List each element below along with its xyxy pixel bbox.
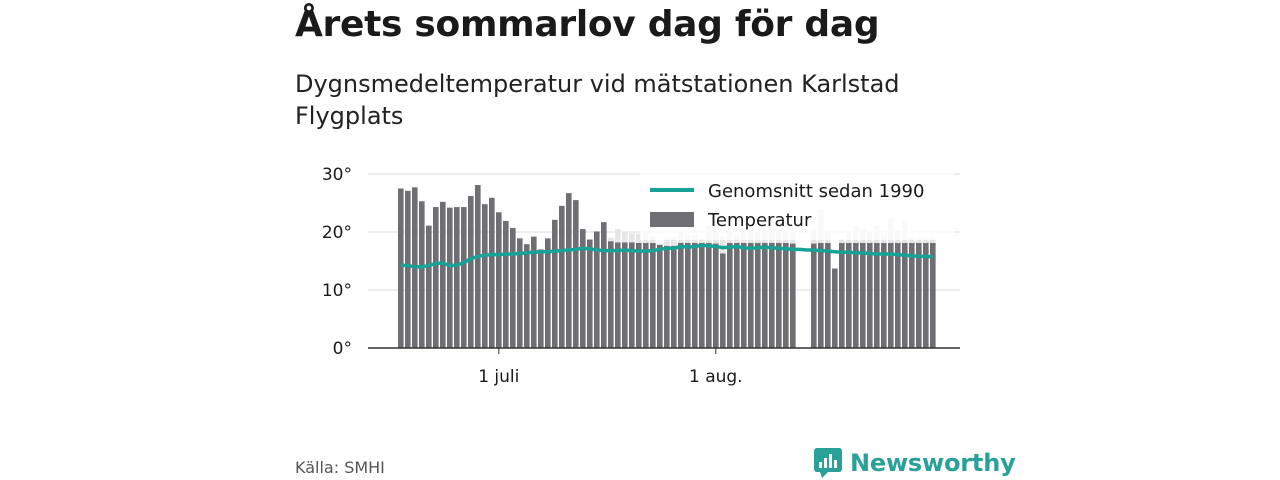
temperature-bar xyxy=(510,227,516,348)
temperature-bar xyxy=(517,238,523,348)
temperature-bar xyxy=(881,243,887,348)
temperature-bar xyxy=(587,239,593,348)
y-tick-label: 0° xyxy=(333,339,352,359)
temperature-bar xyxy=(888,243,894,348)
temperature-bar xyxy=(839,243,845,348)
temperature-bar xyxy=(874,243,880,348)
x-tick-label: 1 juli xyxy=(478,367,519,387)
temperature-bar xyxy=(440,201,446,348)
temperature-bar xyxy=(664,245,670,348)
temperature-bar xyxy=(832,268,838,348)
temperature-bar xyxy=(734,243,740,348)
temperature-bar xyxy=(629,242,635,348)
temperature-bar xyxy=(748,243,754,348)
y-tick-label: 10° xyxy=(322,281,352,301)
temperature-bar xyxy=(426,225,432,348)
temperature-bar xyxy=(853,243,859,348)
temperature-bar xyxy=(657,244,663,348)
temperature-bar xyxy=(811,243,817,348)
legend-bar-swatch xyxy=(650,212,694,227)
temperature-bar xyxy=(650,243,656,348)
temperature-bar xyxy=(489,197,495,348)
temperature-bar xyxy=(909,243,915,348)
temperature-bar xyxy=(762,243,768,348)
temperature-bar xyxy=(503,220,509,348)
temperature-bar xyxy=(699,243,705,348)
temperature-bar xyxy=(825,243,831,348)
legend: Genomsnitt sedan 1990 Temperatur xyxy=(640,172,954,240)
brand-logo: Newsworthy xyxy=(814,446,1016,480)
temperature-bar xyxy=(741,243,747,348)
bars xyxy=(398,185,936,348)
temperature-bar xyxy=(461,207,467,348)
temperature-bar xyxy=(559,205,565,348)
temperature-bar xyxy=(769,243,775,348)
temperature-bar xyxy=(524,244,530,348)
temperature-bar xyxy=(447,207,453,348)
temperature-bar xyxy=(755,243,761,348)
temperature-bar xyxy=(860,243,866,348)
brand-name: Newsworthy xyxy=(850,449,1016,477)
temperature-bar xyxy=(671,245,677,348)
temperature-bar xyxy=(727,243,733,348)
legend-background xyxy=(640,172,954,240)
temperature-bar xyxy=(496,212,502,348)
temperature-bar xyxy=(419,201,425,348)
temperature-bar xyxy=(615,242,621,348)
temperature-bar xyxy=(566,193,572,348)
temperature-bar xyxy=(916,243,922,348)
temperature-bar xyxy=(573,200,579,348)
temperature-bar xyxy=(720,253,726,348)
temperature-bar xyxy=(398,188,404,348)
temperature-bar xyxy=(923,243,929,348)
y-tick-label: 20° xyxy=(322,223,352,243)
temperature-bar xyxy=(902,243,908,348)
temperature-bar xyxy=(713,243,719,348)
temperature-bar xyxy=(622,242,628,348)
temperature-bar xyxy=(475,185,481,348)
temperature-bar xyxy=(482,204,488,348)
temperature-bar xyxy=(930,243,936,348)
temperature-bar xyxy=(405,190,411,348)
chart-title: Årets sommarlov dag för dag xyxy=(295,4,880,45)
newsworthy-logo-icon xyxy=(814,448,842,478)
legend-label-temperature: Temperatur xyxy=(707,210,812,231)
temperature-bar xyxy=(468,196,474,348)
temperature-bar xyxy=(678,243,684,348)
axes: 0° 10° 20° 30° 1 juli 1 aug. xyxy=(322,165,960,387)
temperature-bar xyxy=(601,222,607,348)
temperature-bar xyxy=(776,243,782,348)
x-tick-label: 1 aug. xyxy=(689,367,743,387)
temperature-bar xyxy=(580,229,586,348)
temperature-bar xyxy=(790,243,796,348)
temperature-bar xyxy=(433,207,439,348)
temperature-bar xyxy=(692,243,698,348)
temperature-bar xyxy=(706,243,712,348)
y-tick-label: 30° xyxy=(322,165,352,185)
average-series-line xyxy=(400,243,933,269)
temperature-bar xyxy=(545,238,551,348)
source-note: Källa: SMHI xyxy=(295,458,385,477)
chart-subtitle: Dygnsmedeltemperatur vid mätstationen Ka… xyxy=(295,70,900,130)
temperature-bar xyxy=(685,243,691,348)
temperature-bar xyxy=(594,231,600,348)
temperature-bar xyxy=(608,241,614,348)
temperature-bar xyxy=(818,243,824,348)
temperature-bar xyxy=(643,243,649,348)
temperature-bar xyxy=(454,207,460,348)
temperature-bar xyxy=(895,243,901,348)
temperature-bar xyxy=(783,243,789,348)
average-line xyxy=(400,243,933,269)
temperature-bar xyxy=(531,236,537,348)
temperature-bar xyxy=(636,243,642,348)
temperature-bar xyxy=(552,219,558,348)
legend-label-average: Genomsnitt sedan 1990 xyxy=(708,181,924,202)
temperature-bar xyxy=(867,243,873,348)
temperature-bar xyxy=(538,249,544,348)
temperature-bar xyxy=(846,243,852,348)
